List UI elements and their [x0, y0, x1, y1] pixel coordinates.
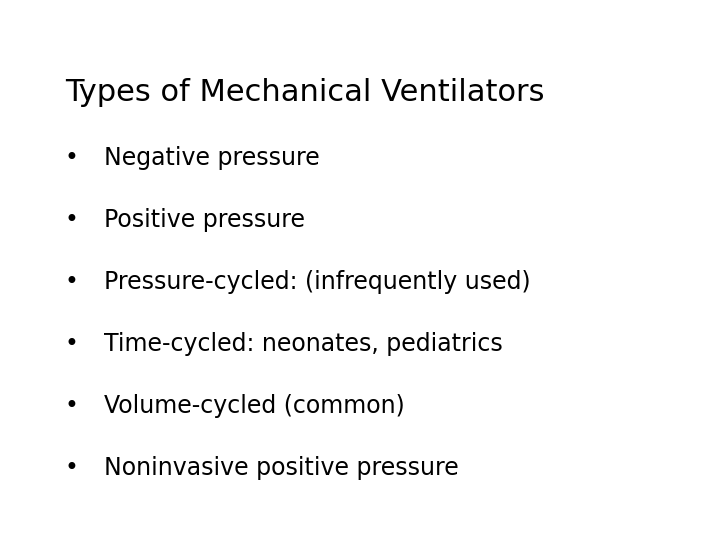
Text: •: •: [65, 456, 78, 480]
Text: Time-cycled: neonates, pediatrics: Time-cycled: neonates, pediatrics: [104, 332, 503, 356]
Text: •: •: [65, 208, 78, 232]
Text: Negative pressure: Negative pressure: [104, 146, 320, 170]
Text: •: •: [65, 332, 78, 356]
Text: Volume-cycled (common): Volume-cycled (common): [104, 394, 405, 418]
Text: Types of Mechanical Ventilators: Types of Mechanical Ventilators: [65, 78, 544, 107]
Text: •: •: [65, 146, 78, 170]
Text: Noninvasive positive pressure: Noninvasive positive pressure: [104, 456, 459, 480]
Text: Positive pressure: Positive pressure: [104, 208, 305, 232]
Text: Pressure-cycled: (infrequently used): Pressure-cycled: (infrequently used): [104, 270, 531, 294]
Text: •: •: [65, 394, 78, 418]
Text: •: •: [65, 270, 78, 294]
